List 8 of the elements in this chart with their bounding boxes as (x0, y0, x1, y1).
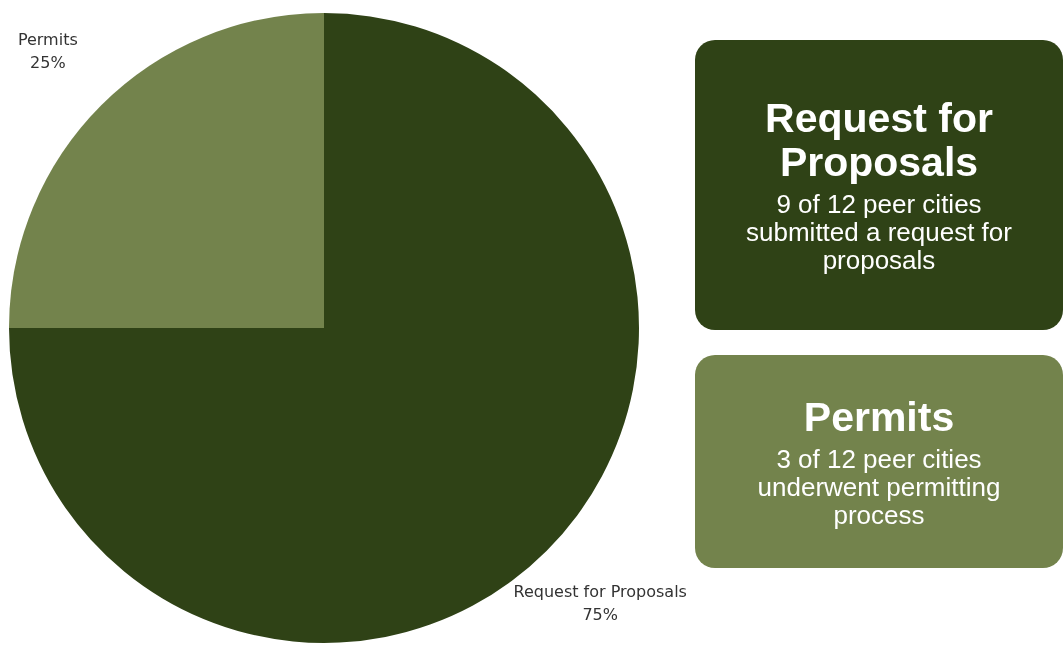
text: 9 of 12 peer cities submitted a request for proposals (745, 189, 1013, 275)
slice-label: Request for Proposals (764, 95, 994, 185)
text: 3 of 12 peer cities underwent permitting process (756, 443, 1002, 530)
data-label: 25% (30, 52, 66, 72)
category-label: Permits (803, 393, 955, 440)
slice-label: Request for Proposals (513, 582, 687, 602)
slice-label: Permits (17, 29, 78, 49)
data-label: 75% (582, 605, 618, 625)
